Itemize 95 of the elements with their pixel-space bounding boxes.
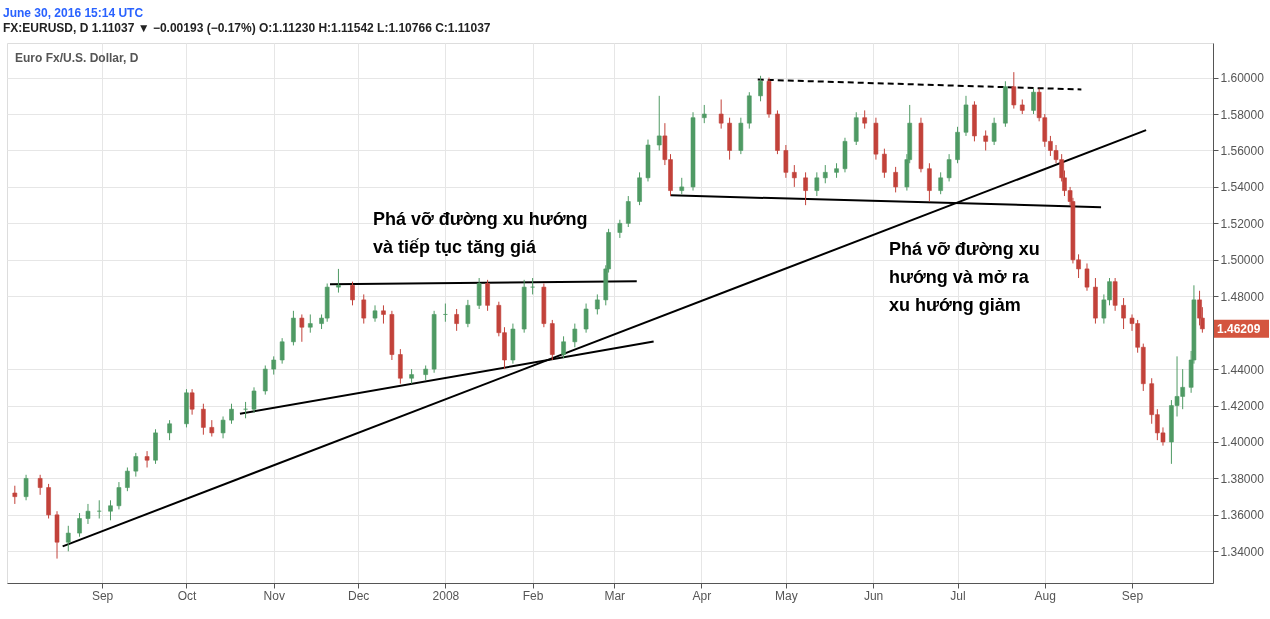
candlestick <box>814 171 820 197</box>
y-tick-label: 1.42000 <box>1220 399 1265 414</box>
candlestick <box>893 166 898 193</box>
candlestick <box>946 153 952 182</box>
x-tick-label: Mar <box>604 588 626 603</box>
candlestick <box>133 452 139 478</box>
candlestick <box>465 299 471 328</box>
candlestick <box>476 277 482 310</box>
x-tick-label: Sep <box>1121 588 1144 603</box>
candlestick <box>361 293 367 325</box>
y-tick-label: 1.56000 <box>1220 143 1265 158</box>
x-tick-label: Nov <box>263 588 285 603</box>
y-tick-label: 1.36000 <box>1220 508 1265 523</box>
candlestick <box>189 388 195 416</box>
candlestick <box>220 415 226 439</box>
chart-subtitle: FX:EURUSD, D 1.11037 ▼ −0.00193 (−0.17%) O:1.11230 H:1.11542 L:1.10766 C:1.11037 <box>3 21 491 35</box>
candlestick <box>381 304 386 325</box>
candlestick <box>718 98 724 130</box>
candlestick <box>822 164 828 184</box>
candlestick <box>637 171 642 206</box>
candlestick <box>783 144 789 179</box>
annotation: Euro Fx/U.S. Dollar, D <box>15 51 139 65</box>
candlestick <box>853 111 859 146</box>
candlestick <box>77 512 82 538</box>
candlestick <box>803 171 808 206</box>
annotation: Phá vỡ đường xu hướng và tiếp tục tăng giá <box>373 209 588 257</box>
candlestick <box>758 75 763 102</box>
y-tick-label: 1.48000 <box>1220 289 1265 304</box>
candlestick <box>229 403 234 425</box>
candlestick <box>201 403 206 436</box>
x-tick-label: Apr <box>692 588 712 603</box>
y-tick-label: 1.54000 <box>1220 180 1265 195</box>
candlestick <box>251 386 257 414</box>
candlestick <box>279 337 285 365</box>
candlestick <box>398 348 403 385</box>
candlestick <box>1112 277 1118 312</box>
candlestick <box>625 195 631 228</box>
x-tick-label: Jun <box>863 588 884 603</box>
candlestick <box>656 95 662 151</box>
y-tick-label: 1.40000 <box>1220 435 1265 450</box>
candlestick <box>991 117 997 146</box>
candlestick <box>927 162 932 202</box>
candlestick <box>144 450 150 468</box>
y-tick-label: 1.60000 <box>1220 71 1265 86</box>
candlestick <box>372 304 378 323</box>
candlestick <box>1011 71 1017 110</box>
candlestick <box>299 313 305 343</box>
candlestick <box>336 268 341 294</box>
candlestick <box>983 129 988 151</box>
x-tick-label: Oct <box>177 588 197 603</box>
y-tick-label: 1.34000 <box>1220 544 1265 559</box>
candlestick <box>882 148 887 179</box>
candlestick <box>108 499 113 521</box>
candlestick <box>65 525 71 552</box>
y-tick-label: 1.44000 <box>1220 362 1265 377</box>
candlestick <box>167 419 172 441</box>
chart-title: June 30, 2016 15:14 UTC <box>3 6 144 20</box>
candlestick <box>454 308 459 332</box>
y-tick-label: 1.52000 <box>1220 216 1265 231</box>
candlestick <box>262 364 268 396</box>
candlestick <box>938 171 943 195</box>
candlestick <box>85 503 91 525</box>
candlestick <box>37 474 43 496</box>
candlestick <box>116 481 122 510</box>
candlestick <box>1084 262 1090 292</box>
x-tick-label: Feb <box>522 588 544 603</box>
y-tick-label: 1.50000 <box>1220 253 1265 268</box>
candlestick <box>1031 88 1036 115</box>
candlestick <box>572 323 578 348</box>
candlestick <box>792 164 797 188</box>
candlestick <box>271 355 277 376</box>
candlestick <box>308 313 313 334</box>
candlestick <box>23 474 29 501</box>
candlestick <box>595 293 600 315</box>
candlestick <box>862 109 867 130</box>
x-tick-label: Dec <box>347 588 370 603</box>
x-tick-label: Jul <box>950 588 966 603</box>
candlestick <box>350 281 355 306</box>
x-tick-label: Sep <box>91 588 114 603</box>
annotation: 1.46209 <box>1217 321 1261 336</box>
x-tick-label: 2008 <box>432 588 460 603</box>
candlestick <box>583 303 589 334</box>
candlestick <box>701 104 707 124</box>
candlestick <box>1121 297 1126 330</box>
x-tick-label: May <box>775 588 798 603</box>
annotation: Phá vỡ đường xu hướng và mở ra xu hướng giảm <box>889 239 1040 315</box>
candlestick <box>125 466 130 492</box>
candlestick <box>485 279 490 312</box>
candlestick <box>12 485 18 505</box>
candlestick <box>617 219 623 239</box>
candlestick <box>561 335 566 359</box>
y-tick-label: 1.58000 <box>1220 107 1265 122</box>
y-tick-label: 1.38000 <box>1220 471 1265 486</box>
x-tick-label: Aug <box>1034 588 1056 603</box>
candlestick <box>291 310 296 346</box>
